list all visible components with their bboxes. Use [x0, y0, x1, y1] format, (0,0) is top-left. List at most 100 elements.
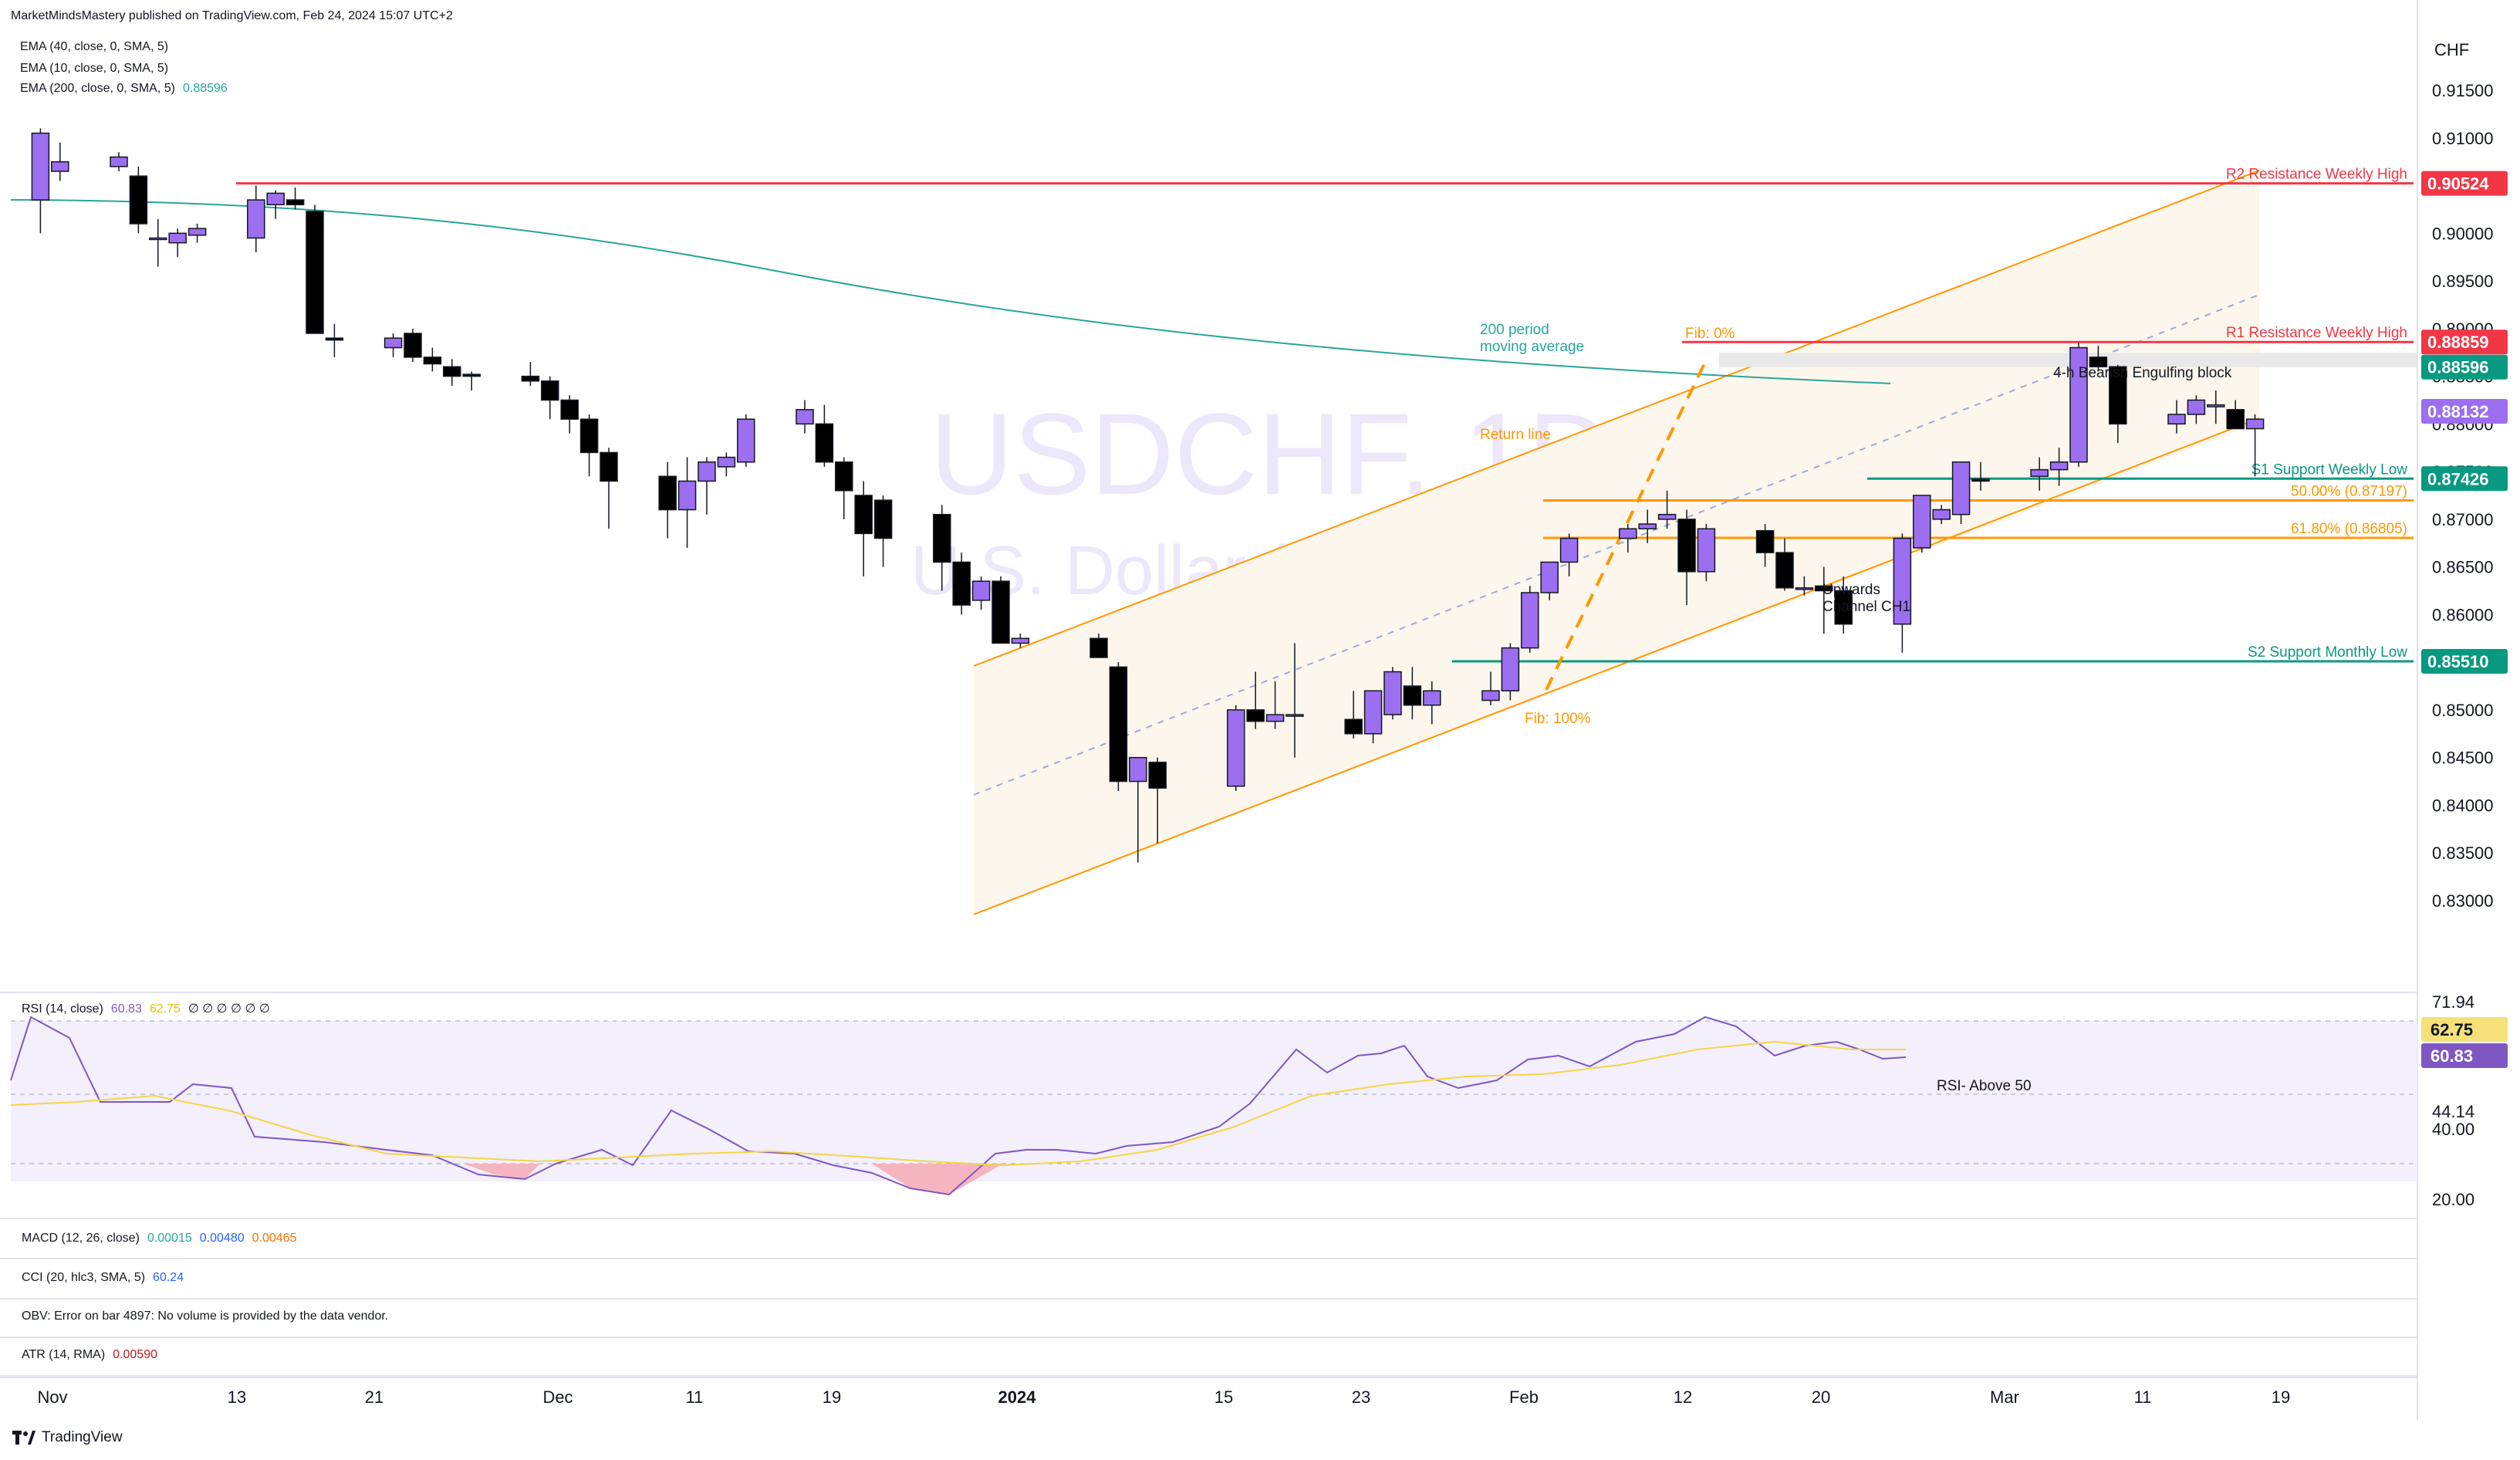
candle-body [2089, 357, 2108, 367]
candle [1971, 461, 1990, 491]
candle-body [1559, 537, 1579, 563]
candle [952, 553, 971, 615]
candle [1775, 538, 1794, 591]
price-badge-bg [2421, 648, 2508, 674]
level-3: 50.00% (0.87197) [1543, 484, 2414, 502]
candle-body [325, 337, 344, 341]
candle [815, 404, 834, 467]
candle-body [1501, 647, 1520, 691]
candle [1619, 524, 1637, 553]
candle [2049, 448, 2069, 486]
ema10-legend[interactable]: EMA (10, close, 0, SMA, 5) [20, 62, 176, 76]
rsi-ma-badge: 62.75 [2421, 1017, 2508, 1042]
macd-legend[interactable]: MACD (12, 26, close) 0.00015 0.00480 0.0046… [22, 1232, 304, 1245]
candle-body [1775, 552, 1794, 589]
fib-dashed-line [1545, 357, 1709, 691]
ema200-legend[interactable]: EMA (200, close, 0, SMA, 5) 0.88596 [20, 82, 235, 96]
obv-label: OBV: Error on bar 4897: No volume is pro… [22, 1310, 389, 1323]
obv-legend[interactable]: OBV: Error on bar 4897: No volume is pro… [22, 1310, 396, 1323]
rsi-legend[interactable]: RSI (14, close) 60.83 62.75 ∅ ∅ ∅ ∅ ∅ ∅ [22, 1001, 278, 1016]
price-badge-text: 0.88596 [2427, 358, 2489, 377]
candle [1815, 566, 1833, 634]
candle-body [1638, 523, 1657, 529]
candle-body [31, 132, 50, 201]
time-tick: 13 [228, 1387, 246, 1407]
candle-body [2069, 346, 2088, 463]
price-badge-text: 0.87426 [2427, 469, 2489, 488]
fib0-note: Fib: 0% [1685, 326, 1735, 342]
candle [2207, 390, 2225, 424]
price-axis: CHF0.915000.910000.905000.900000.895000.… [2421, 40, 2508, 911]
candle [541, 376, 559, 420]
ema40-label: EMA (40, close, 0, SMA, 5) [20, 40, 169, 53]
ema200-label: EMA (200, close, 0, SMA, 5) [20, 82, 175, 95]
candle-body [1913, 495, 1931, 549]
candle [423, 347, 442, 372]
candle [1481, 671, 1500, 705]
candle [873, 495, 893, 567]
candle [129, 166, 148, 234]
candle-body [1148, 762, 1167, 789]
candle-body [149, 237, 167, 241]
rsi-level: 20.00 [2432, 1190, 2474, 1209]
rsi-oversold-fill-1 [463, 1164, 540, 1179]
candle-body [443, 366, 461, 377]
level-label: S1 Support Weekly Low [2251, 461, 2408, 478]
candle [677, 457, 697, 548]
candle-body [404, 333, 422, 358]
candle-body [991, 580, 1010, 644]
currency-label: CHF [2434, 40, 2469, 59]
candle-body [187, 228, 207, 236]
candle [1559, 533, 1579, 576]
candle [854, 481, 873, 576]
candle-body [971, 580, 991, 601]
level-label: 61.80% (0.86805) [2291, 521, 2407, 537]
cci-legend[interactable]: CCI (20, hlc3, SMA, 5) 60.24 [22, 1271, 191, 1285]
level-1: R1 Resistance Weekly High [1682, 325, 2414, 343]
candle [1913, 495, 1931, 553]
candle-body [423, 357, 442, 365]
price-tick: 0.91500 [2432, 81, 2494, 100]
time-tick: Feb [1509, 1387, 1539, 1407]
candle [1677, 509, 1696, 606]
candle [1227, 705, 1245, 791]
candle-body [1481, 690, 1500, 701]
bearish-block-note: 4-h Bearish Engulfing block [2053, 365, 2232, 381]
candle-body [1344, 718, 1363, 735]
channel-upper-line [973, 170, 2260, 667]
candle-body [2226, 409, 2245, 430]
time-tick: 21 [365, 1387, 383, 1407]
candle-body [1834, 590, 1853, 625]
price-tick: 0.90000 [2432, 224, 2494, 243]
atr-legend[interactable]: ATR (14, RMA) 0.00590 [22, 1348, 165, 1362]
candle-body [560, 399, 579, 420]
time-tick: 2024 [998, 1387, 1037, 1407]
candle-body [933, 513, 951, 563]
candle [1501, 643, 1520, 701]
ema40-legend[interactable]: EMA (40, close, 0, SMA, 5) [20, 40, 176, 54]
candle [168, 228, 187, 258]
candle [1521, 586, 1539, 653]
candle-body [2030, 468, 2049, 478]
candle [1657, 490, 1677, 529]
candle [2089, 346, 2108, 372]
level-label: R1 Resistance Weekly High [2226, 325, 2407, 341]
candle [717, 452, 736, 477]
candle-body [1109, 666, 1128, 782]
rsi-badge: 60.83 [2421, 1043, 2508, 1068]
brand-label: TradingView [42, 1429, 123, 1445]
tradingview-logo-icon [12, 1431, 35, 1445]
candle [1011, 634, 1030, 648]
publish-line: MarketMindsMastery published on TradingV… [11, 9, 453, 22]
candle-body [1246, 709, 1265, 722]
candle [698, 457, 716, 515]
candle-body [2049, 461, 2069, 471]
candle-body [1089, 637, 1108, 658]
tradingview-brand[interactable]: TradingView [12, 1429, 123, 1446]
price-tick: 0.89500 [2432, 272, 2494, 291]
candle-body [1893, 537, 1912, 625]
rsi-ma-badge-text: 62.75 [2430, 1020, 2473, 1039]
candle-body [521, 375, 540, 382]
